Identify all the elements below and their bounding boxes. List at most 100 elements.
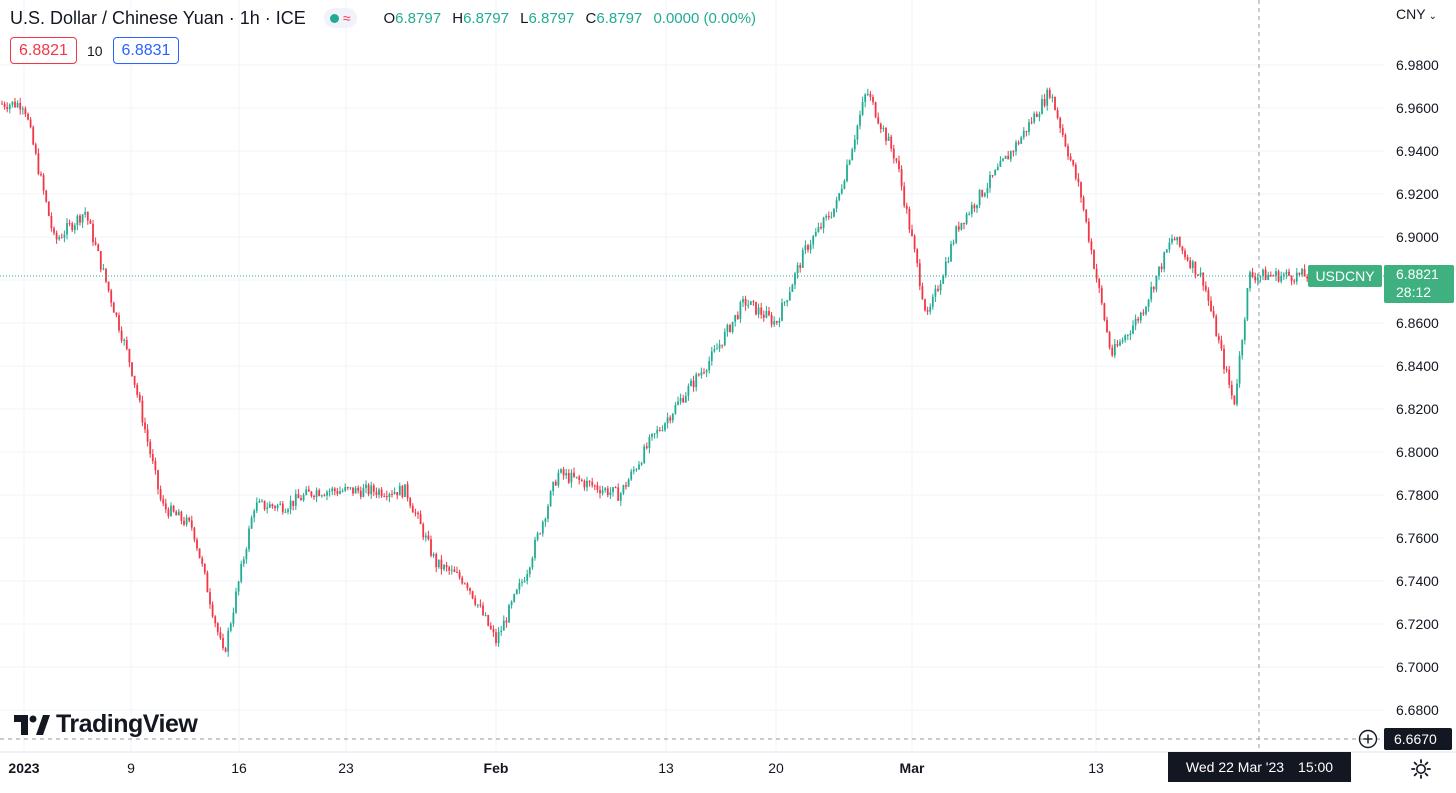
candle-body: [276, 504, 279, 509]
candles: [1, 87, 1311, 657]
candle-body: [1217, 336, 1220, 341]
candle-body: [1020, 137, 1023, 144]
candle-body: [588, 480, 591, 483]
candle-body: [518, 583, 521, 590]
candle-body: [227, 630, 230, 652]
candle-body: [84, 211, 87, 215]
candle-body: [24, 108, 27, 115]
candle-body: [482, 605, 484, 616]
candle-body: [495, 632, 497, 644]
candle-body: [1225, 368, 1228, 370]
candle-body: [1012, 151, 1015, 153]
candle-body: [414, 512, 417, 514]
candle-body: [1165, 249, 1168, 253]
candle-body: [773, 321, 776, 325]
candle-body: [1178, 236, 1181, 247]
candle-body: [339, 491, 341, 494]
candle-body: [32, 127, 35, 145]
candle-body: [268, 504, 271, 508]
candle-body: [643, 446, 646, 463]
candle-body: [502, 620, 505, 631]
candle-body: [206, 572, 209, 593]
candle-body: [313, 495, 315, 498]
add-plus-icon[interactable]: [1358, 729, 1378, 749]
candle-body: [1059, 117, 1062, 129]
candle-body: [671, 413, 674, 421]
candle-body: [976, 204, 978, 209]
candle-body: [944, 261, 947, 276]
candle-body: [211, 604, 214, 617]
high-key: H: [452, 9, 464, 27]
candle-body: [417, 512, 419, 515]
candle-body: [50, 215, 53, 229]
candle-body: [1197, 274, 1199, 276]
candle-body: [664, 423, 666, 431]
candle-body: [34, 144, 37, 154]
candle-body: [1215, 316, 1218, 337]
candle-body: [437, 559, 440, 568]
candle-body: [801, 250, 804, 268]
status-pill[interactable]: ≈: [323, 8, 357, 28]
candle-body: [679, 398, 682, 402]
candle-body: [370, 485, 373, 495]
candle-body: [874, 102, 877, 118]
price-tick-label: 6.9600: [1396, 100, 1439, 116]
candle-body: [432, 554, 435, 556]
candle-body: [487, 615, 490, 626]
candle-body: [214, 616, 217, 624]
candle-body: [1228, 369, 1231, 385]
candle-body: [123, 339, 126, 341]
candle-body: [443, 565, 445, 570]
candle-body: [378, 489, 380, 495]
candle-body: [991, 175, 994, 177]
symbol-title[interactable]: U.S. Dollar / Chinese Yuan · 1h · ICE: [10, 7, 306, 28]
candle-body: [1168, 242, 1171, 250]
candle-body: [614, 487, 617, 489]
tradingview-logo[interactable]: TradingView: [14, 710, 198, 739]
candle-body: [375, 491, 378, 495]
candle-body: [146, 429, 149, 442]
candle-body: [1150, 286, 1153, 300]
currency-selector[interactable]: CNY ⌄: [1396, 6, 1437, 22]
candle-body: [640, 462, 643, 465]
settings-gear-icon[interactable]: [1410, 758, 1432, 780]
candle-body: [1181, 246, 1184, 251]
buy-button[interactable]: 6.8831: [112, 37, 180, 64]
candle-body: [73, 225, 76, 231]
candle-body: [404, 484, 406, 497]
candle-body: [908, 208, 911, 230]
candle-body: [833, 208, 835, 217]
candle-body: [692, 380, 695, 388]
candle-body: [365, 484, 367, 489]
candle-body: [726, 324, 729, 332]
candle-body: [323, 495, 326, 497]
candle-body: [359, 490, 362, 497]
candle-body: [1160, 266, 1163, 270]
candle-body: [89, 220, 92, 224]
price-tick-label: 6.9800: [1396, 57, 1439, 73]
candle-body: [232, 612, 235, 624]
price-tick-label: 6.9200: [1396, 186, 1439, 202]
candle-body: [612, 487, 614, 493]
candle-body: [713, 349, 716, 352]
candle-body: [336, 491, 339, 494]
candle-body: [289, 500, 292, 510]
candle-body: [193, 527, 196, 540]
candle-body: [99, 251, 102, 270]
candle-body: [963, 222, 965, 224]
candle-body: [1085, 209, 1088, 222]
candle-body: [1069, 156, 1072, 161]
candle-body: [765, 311, 768, 318]
candle-body: [565, 473, 568, 476]
sell-button[interactable]: 6.8821: [10, 37, 77, 64]
candle-body: [578, 476, 581, 480]
candle-body: [1212, 311, 1215, 317]
candle-body: [1017, 142, 1020, 144]
candle-body: [523, 580, 526, 582]
candle-body: [1246, 288, 1249, 320]
candle-body: [788, 291, 791, 301]
spread-value: 10: [86, 42, 103, 59]
candle-body: [989, 175, 991, 188]
candle-body: [1004, 155, 1007, 159]
